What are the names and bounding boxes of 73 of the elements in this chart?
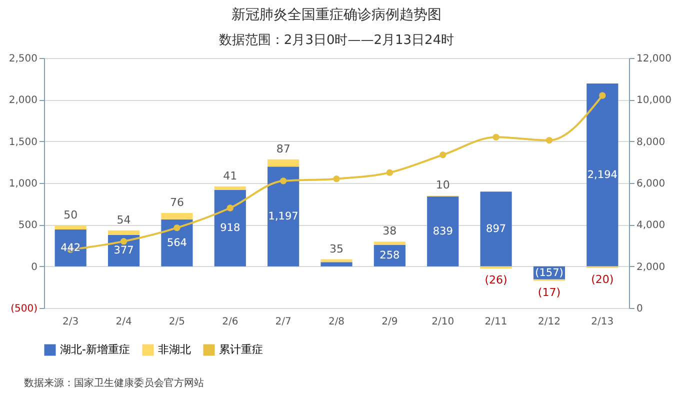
data-label: (157) [535, 266, 564, 279]
y-tick-label: 2,500 [8, 54, 38, 64]
x-tick-label: 2/6 [222, 316, 238, 328]
legend-label: 湖北-新增重症 [60, 343, 130, 356]
data-label: 87 [276, 142, 290, 156]
point [333, 175, 340, 182]
y2-tick-label: 10,000 [636, 95, 672, 106]
bar [54, 225, 86, 230]
x-tick-label: 2/8 [328, 316, 345, 328]
y-tick-label: 1,000 [8, 178, 38, 190]
point [546, 136, 553, 144]
point [492, 134, 500, 141]
x-tick-label: 2/12 [538, 316, 560, 328]
data-label: (26) [484, 274, 508, 286]
y-tick-label: 500 [18, 220, 38, 232]
data-label: 897 [486, 222, 506, 235]
bar [108, 230, 140, 235]
point [599, 92, 606, 99]
source-note: 数据来源：国家卫生健康委员会官方网站 [24, 377, 204, 389]
bar [586, 84, 618, 266]
data-label: 2,194 [587, 168, 618, 181]
legend-label: 累计重症 [219, 343, 263, 356]
x-tick-label: 2/5 [168, 316, 185, 328]
bar [214, 190, 246, 266]
x-tick-label: 2/11 [484, 316, 508, 328]
y-tick-label: (500) [10, 304, 38, 314]
data-label: 839 [432, 225, 453, 238]
point [226, 204, 234, 212]
point [120, 238, 128, 245]
data-label: 35 [330, 242, 344, 256]
x-tick-label: 2/13 [591, 316, 614, 328]
data-label: 1,197 [268, 210, 298, 222]
y2-tick-label: 8,000 [636, 136, 666, 148]
y-tick-label: 0 [31, 262, 38, 273]
bar [427, 196, 459, 266]
bar [268, 159, 300, 167]
x-tick-label: 2/9 [382, 316, 398, 328]
data-label: 564 [166, 236, 188, 249]
x-tick-label: 2/4 [116, 316, 132, 328]
data-label: 41 [223, 169, 238, 182]
data-label: (20) [591, 273, 614, 286]
point [174, 224, 180, 232]
y2-tick-label: 4,000 [636, 220, 666, 232]
y2-tick-label: 6,000 [636, 178, 666, 190]
point [386, 169, 394, 176]
chart-title: 新冠肺炎全国重症确诊病例趋势图 [232, 7, 442, 23]
point [440, 152, 446, 158]
data-label: 76 [170, 196, 184, 209]
data-label: 38 [382, 224, 397, 238]
data-label: 54 [116, 213, 131, 226]
data-label: 50 [64, 208, 78, 222]
x-tick-label: 2/7 [275, 316, 292, 328]
x-tick-label: 2/3 [62, 316, 79, 328]
x-tick-label: 2/10 [432, 316, 454, 328]
bar [268, 166, 300, 266]
y2-tick-label: 2,000 [636, 262, 666, 273]
data-label: 918 [220, 222, 240, 234]
y-tick-label: 1,500 [8, 136, 38, 148]
data-label: 10 [436, 178, 450, 192]
point [280, 178, 287, 184]
y2-tick-label: 0 [636, 304, 643, 314]
data-label: 258 [380, 250, 400, 262]
bar [374, 242, 406, 245]
bar [161, 213, 193, 220]
bar [480, 192, 512, 266]
y-tick-label: 2,000 [8, 95, 38, 106]
chart-subtitle: 数据范围：2月3日0时——2月13日24时 [218, 33, 454, 48]
data-label: 377 [114, 244, 134, 257]
bar [214, 186, 246, 190]
bar [320, 262, 352, 266]
legend-label: 非湖北 [158, 343, 191, 356]
data-label: (17) [538, 286, 561, 299]
y2-tick-label: 12,000 [636, 54, 672, 64]
